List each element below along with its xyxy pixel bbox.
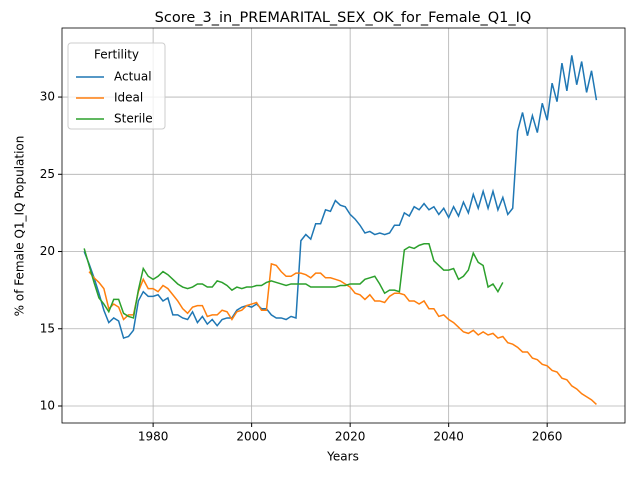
x-axis-label: Years: [326, 450, 359, 464]
series-line: [83, 243, 504, 319]
x-tick-label: 2040: [433, 430, 464, 444]
legend-label: Ideal: [114, 91, 143, 105]
y-tick-label: 15: [40, 321, 55, 335]
y-tick-label: 10: [40, 399, 55, 413]
x-tick-label: 1980: [138, 430, 169, 444]
legend-box: [67, 42, 166, 130]
legend-label: Sterile: [114, 112, 153, 126]
chart-title: Score_3_in_PREMARITAL_SEX_OK_for_Female_…: [155, 10, 532, 26]
y-tick-label: 30: [40, 90, 55, 104]
legend-label: Actual: [114, 70, 152, 84]
x-tick-label: 2020: [335, 430, 366, 444]
y-axis-label: % of Female Q1_IQ Population: [13, 136, 27, 317]
plot-frame: [61, 27, 626, 424]
y-tick-label: 20: [40, 244, 55, 258]
legend-title: Fertility: [94, 48, 139, 62]
series-line: [83, 55, 598, 339]
x-tick-label: 2060: [532, 430, 563, 444]
series-line: [88, 262, 597, 406]
x-tick-label: 2000: [236, 430, 267, 444]
y-tick-label: 25: [40, 167, 55, 181]
